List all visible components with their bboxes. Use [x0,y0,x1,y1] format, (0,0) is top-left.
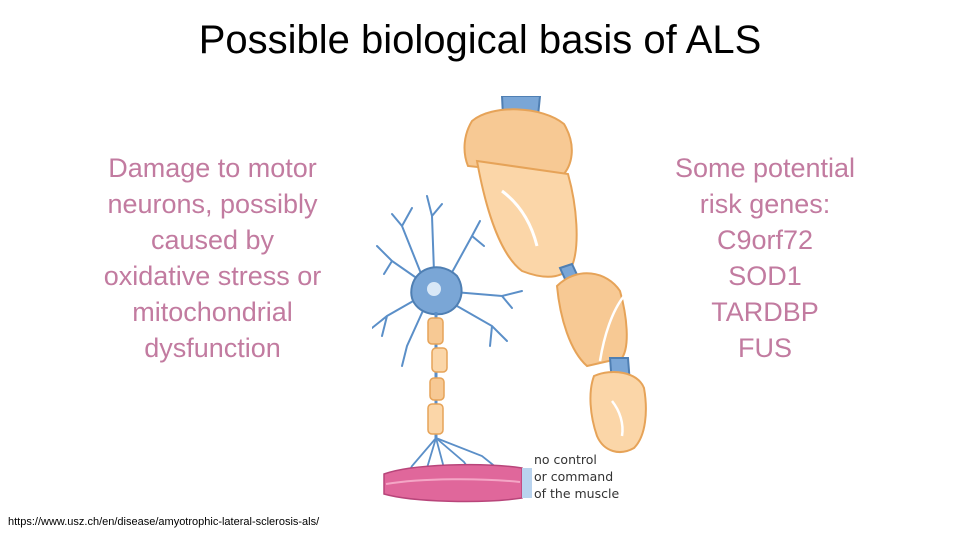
caption-line: no control [534,452,597,467]
nucleus [427,282,441,296]
image-caption: no control or command of the muscle [534,451,654,502]
left-text-line: caused by [150,225,275,255]
right-text-line: risk genes: [699,189,831,219]
neuron-cell [372,195,523,367]
left-text-line: dysfunction [144,333,281,363]
left-text-line: neurons, possibly [107,189,318,219]
small-axon [427,312,448,438]
left-text-line: mitochondrial [132,297,293,327]
caption-line: or command [534,469,614,484]
right-text-line: Some potential [674,153,856,183]
right-text-block: Some potential risk genes: C9orf72 SOD1 … [640,150,890,366]
left-text-line: Damage to motor [108,153,317,183]
gene-c9orf72: C9orf72 [716,225,814,255]
muscle-fiber [383,463,532,503]
left-text-line: oxidative stress or [103,261,322,291]
left-text-block: Damage to motor neurons, possibly caused… [80,150,345,366]
slide-title: Possible biological basis of ALS [198,18,762,62]
source-link[interactable]: https://www.usz.ch/en/disease/amyotrophi… [8,516,320,528]
zoomed-axon [463,96,647,453]
gene-fus: FUS [738,333,792,363]
gene-sod1: SOD1 [728,261,802,291]
motor-neuron-illustration [372,96,647,503]
gene-tardbp: TARDBP [711,297,819,327]
caption-line: of the muscle [534,486,620,501]
